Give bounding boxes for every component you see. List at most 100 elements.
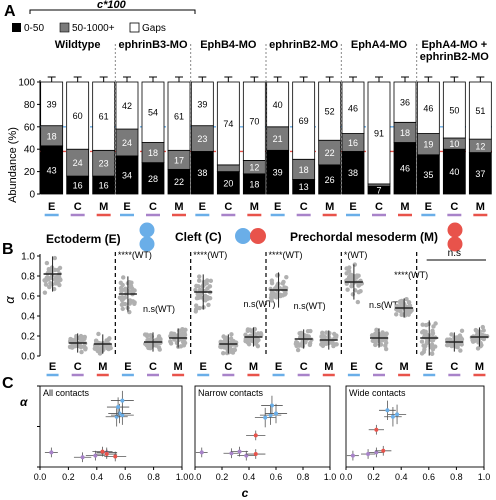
alpha-data-point: [117, 295, 123, 300]
segment-value-label: 46: [423, 103, 433, 113]
scatter-point: [253, 452, 258, 457]
alpha-data-point: [430, 331, 435, 336]
segment-value-label: 19: [423, 140, 433, 150]
alpha-data-point: [406, 300, 412, 305]
category-tick-label: E: [123, 201, 130, 213]
category-tick-label: C: [74, 201, 82, 213]
category-tick-label: E: [349, 201, 356, 213]
alpha-data-point: [394, 303, 400, 309]
scatter-x-tick-label: 0.6: [423, 472, 436, 482]
alpha-vs-c-plots: All contacts 0.0 0.2 0.4 0.6 0.8 1.0 α Narrow co…: [20, 385, 491, 482]
group-title: EphA4-MO +: [421, 39, 487, 51]
alpha-axes: 0.0 0.2 0.4 0.6 0.8 1.0: [21, 252, 41, 363]
alpha-y-tick-label: 0.8: [21, 272, 35, 283]
alpha-data-point: [48, 275, 53, 281]
segment-value-label: 18: [47, 131, 57, 141]
scatter-point: [366, 452, 371, 457]
alpha-data-point: [156, 334, 162, 339]
alpha-category-label: E: [124, 361, 131, 373]
alpha-data-point: [95, 348, 100, 354]
alpha-data-point: [346, 268, 352, 274]
category-tick-label: C: [375, 201, 383, 213]
segment-value-label: 18: [148, 148, 158, 158]
segment-value-label: 17: [174, 155, 184, 165]
alpha-data-point: [250, 338, 256, 344]
scatter-x-tick-label: 1.0: [478, 472, 491, 482]
segment-value-label: 16: [73, 181, 83, 191]
alpha-data-point: [121, 275, 126, 280]
alpha-data-point: [244, 338, 249, 344]
segment-value-label: 21: [273, 134, 283, 144]
alpha-data-point: [168, 341, 174, 346]
category-tick-label: M: [400, 201, 409, 213]
alpha-data-point: [421, 335, 427, 340]
scatter-point: [350, 453, 355, 458]
segment-value-label: 40: [449, 167, 459, 177]
alpha-data-point: [404, 297, 409, 302]
category-tick-label: C: [300, 201, 308, 213]
alpha-data-point: [476, 337, 481, 342]
scatter-x-tick-label: 0.0: [189, 472, 202, 482]
alpha-category-label: E: [350, 361, 357, 373]
alpha-category-label: E: [426, 361, 433, 373]
scatter-frame: [194, 385, 331, 468]
scatter-point: [381, 448, 386, 453]
alpha-data-point: [128, 284, 134, 289]
alpha-data-point: [348, 272, 353, 277]
segment-value-label: 74: [223, 119, 233, 129]
segment-value-label: 46: [400, 164, 410, 174]
alpha-data-point: [473, 327, 478, 333]
alpha-y-label: α: [2, 296, 17, 304]
alpha-data-point: [357, 282, 362, 287]
segment-value-label: 42: [122, 101, 132, 111]
group-title: ephrinB2-MO: [420, 51, 490, 63]
group-title: EphA4-MO: [351, 39, 408, 51]
alpha-category-label: M: [98, 361, 107, 373]
scatter-point: [117, 411, 122, 416]
alpha-data-point: [300, 341, 306, 346]
alpha-data-point: [56, 274, 62, 279]
alpha-category-label: M: [249, 361, 258, 373]
scatter-x-tick-label: 0.4: [243, 472, 256, 482]
alpha-data-point: [454, 335, 460, 340]
alpha-data-point: [421, 343, 426, 348]
tissue-ectoderm-label: Ectoderm (E): [46, 232, 121, 246]
c-x-axis-label: c: [242, 486, 249, 500]
segment-value-label: 22: [174, 177, 184, 187]
alpha-category-label: M: [324, 361, 333, 373]
alpha-data-point: [83, 347, 88, 352]
segment-value-label: 16: [348, 138, 358, 148]
alpha-data-point: [429, 351, 435, 357]
segment-value-label: 69: [299, 116, 309, 126]
alpha-data-point: [398, 309, 403, 314]
alpha-data-point: [201, 279, 207, 285]
scatter-x-tick-label: 0.2: [367, 472, 380, 482]
alpha-data-point: [473, 337, 478, 342]
segment-value-label: 24: [122, 138, 132, 148]
alpha-data-point: [333, 342, 339, 347]
alpha-data-point: [193, 303, 199, 308]
alpha-category-label: C: [149, 361, 157, 373]
segment-value-label: 51: [475, 106, 485, 116]
segment-value-label: 34: [122, 170, 132, 180]
abundance-y-tick-label: 100: [18, 78, 35, 89]
stacked-bar-segment: [216, 164, 240, 173]
alpha-data-point: [419, 339, 425, 344]
alpha-data-point: [428, 345, 434, 350]
scatter-x-tick-label: 0.6: [270, 472, 283, 482]
alpha-data-point: [223, 336, 229, 342]
significance-label: ****(WT): [269, 250, 303, 260]
scatter-point: [199, 450, 204, 455]
segment-value-label: 61: [174, 112, 184, 122]
alpha-data-point: [183, 327, 188, 333]
category-tick-label: E: [199, 201, 206, 213]
significance-label: ****(WT): [193, 250, 227, 260]
alpha-data-point: [228, 336, 234, 341]
alpha-data-point: [449, 332, 454, 337]
alpha-data-point: [119, 302, 125, 308]
alpha-data-point: [371, 338, 377, 344]
category-tick-label: C: [224, 201, 232, 213]
cleft-blue-cell-icon: [235, 228, 251, 244]
alpha-data-point: [194, 296, 200, 301]
alpha-data-point: [319, 334, 324, 339]
